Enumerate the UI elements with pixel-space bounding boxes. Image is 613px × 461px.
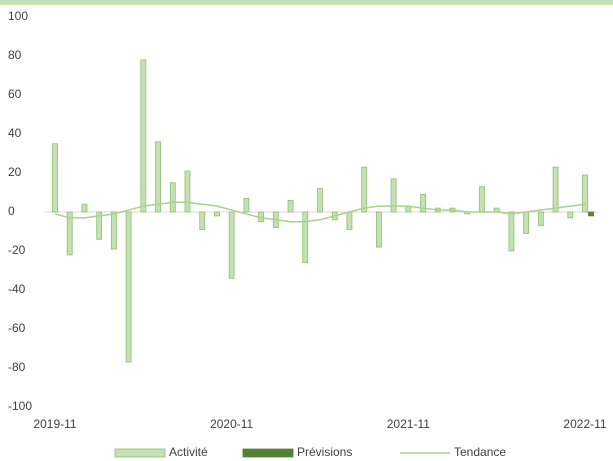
x-tick-label: 2019-11: [33, 417, 76, 431]
bar: [302, 211, 309, 264]
x-tick-label: 2021-11: [387, 417, 430, 431]
y-tick-label: 20: [8, 165, 22, 179]
bar: [523, 211, 530, 234]
bar: [390, 178, 397, 213]
bar: [155, 141, 161, 213]
y-tick-label: 80: [8, 48, 22, 62]
y-tick-label: 100: [8, 9, 28, 23]
bar: [140, 59, 147, 213]
bar: [375, 211, 382, 248]
bar: [567, 211, 574, 219]
y-tick-label: -80: [8, 360, 26, 374]
bar: [287, 199, 294, 213]
bar: [96, 211, 103, 240]
bar: [243, 197, 250, 213]
bar: [582, 174, 588, 213]
bar: [110, 211, 117, 250]
x-tick-label: 2020-11: [210, 417, 253, 431]
legend-swatch: [242, 448, 294, 458]
y-tick-label: 0: [8, 204, 15, 218]
bar: [361, 166, 368, 213]
legend-label: Tendance: [454, 445, 506, 459]
bar: [125, 211, 132, 363]
bar: [479, 186, 485, 213]
bar: [508, 211, 515, 252]
y-tick-label: -40: [8, 282, 26, 296]
y-tick-label: -20: [8, 243, 26, 257]
bar: [537, 211, 544, 227]
legend-swatch: [114, 448, 166, 458]
y-tick-label: 40: [8, 126, 22, 140]
bar: [552, 166, 559, 213]
bar: [52, 143, 58, 213]
legend-label: Activité: [169, 445, 208, 459]
bar: [184, 170, 191, 213]
y-tick-label: -60: [8, 321, 26, 335]
bar: [420, 194, 426, 213]
bar: [66, 211, 73, 256]
x-tick-label: 2022-11: [563, 417, 606, 431]
bar: [81, 203, 88, 213]
bar: [317, 188, 323, 213]
bar: [588, 211, 594, 217]
bar: [199, 211, 206, 230]
bar: [169, 182, 176, 213]
bar: [346, 211, 353, 230]
y-tick-label: 60: [8, 87, 22, 101]
top-band: [0, 0, 613, 5]
bar: [214, 211, 220, 217]
legend-label: Prévisions: [297, 445, 352, 459]
y-tick-label: -100: [8, 399, 32, 413]
bar: [228, 211, 235, 279]
trend-line: [54, 201, 586, 223]
